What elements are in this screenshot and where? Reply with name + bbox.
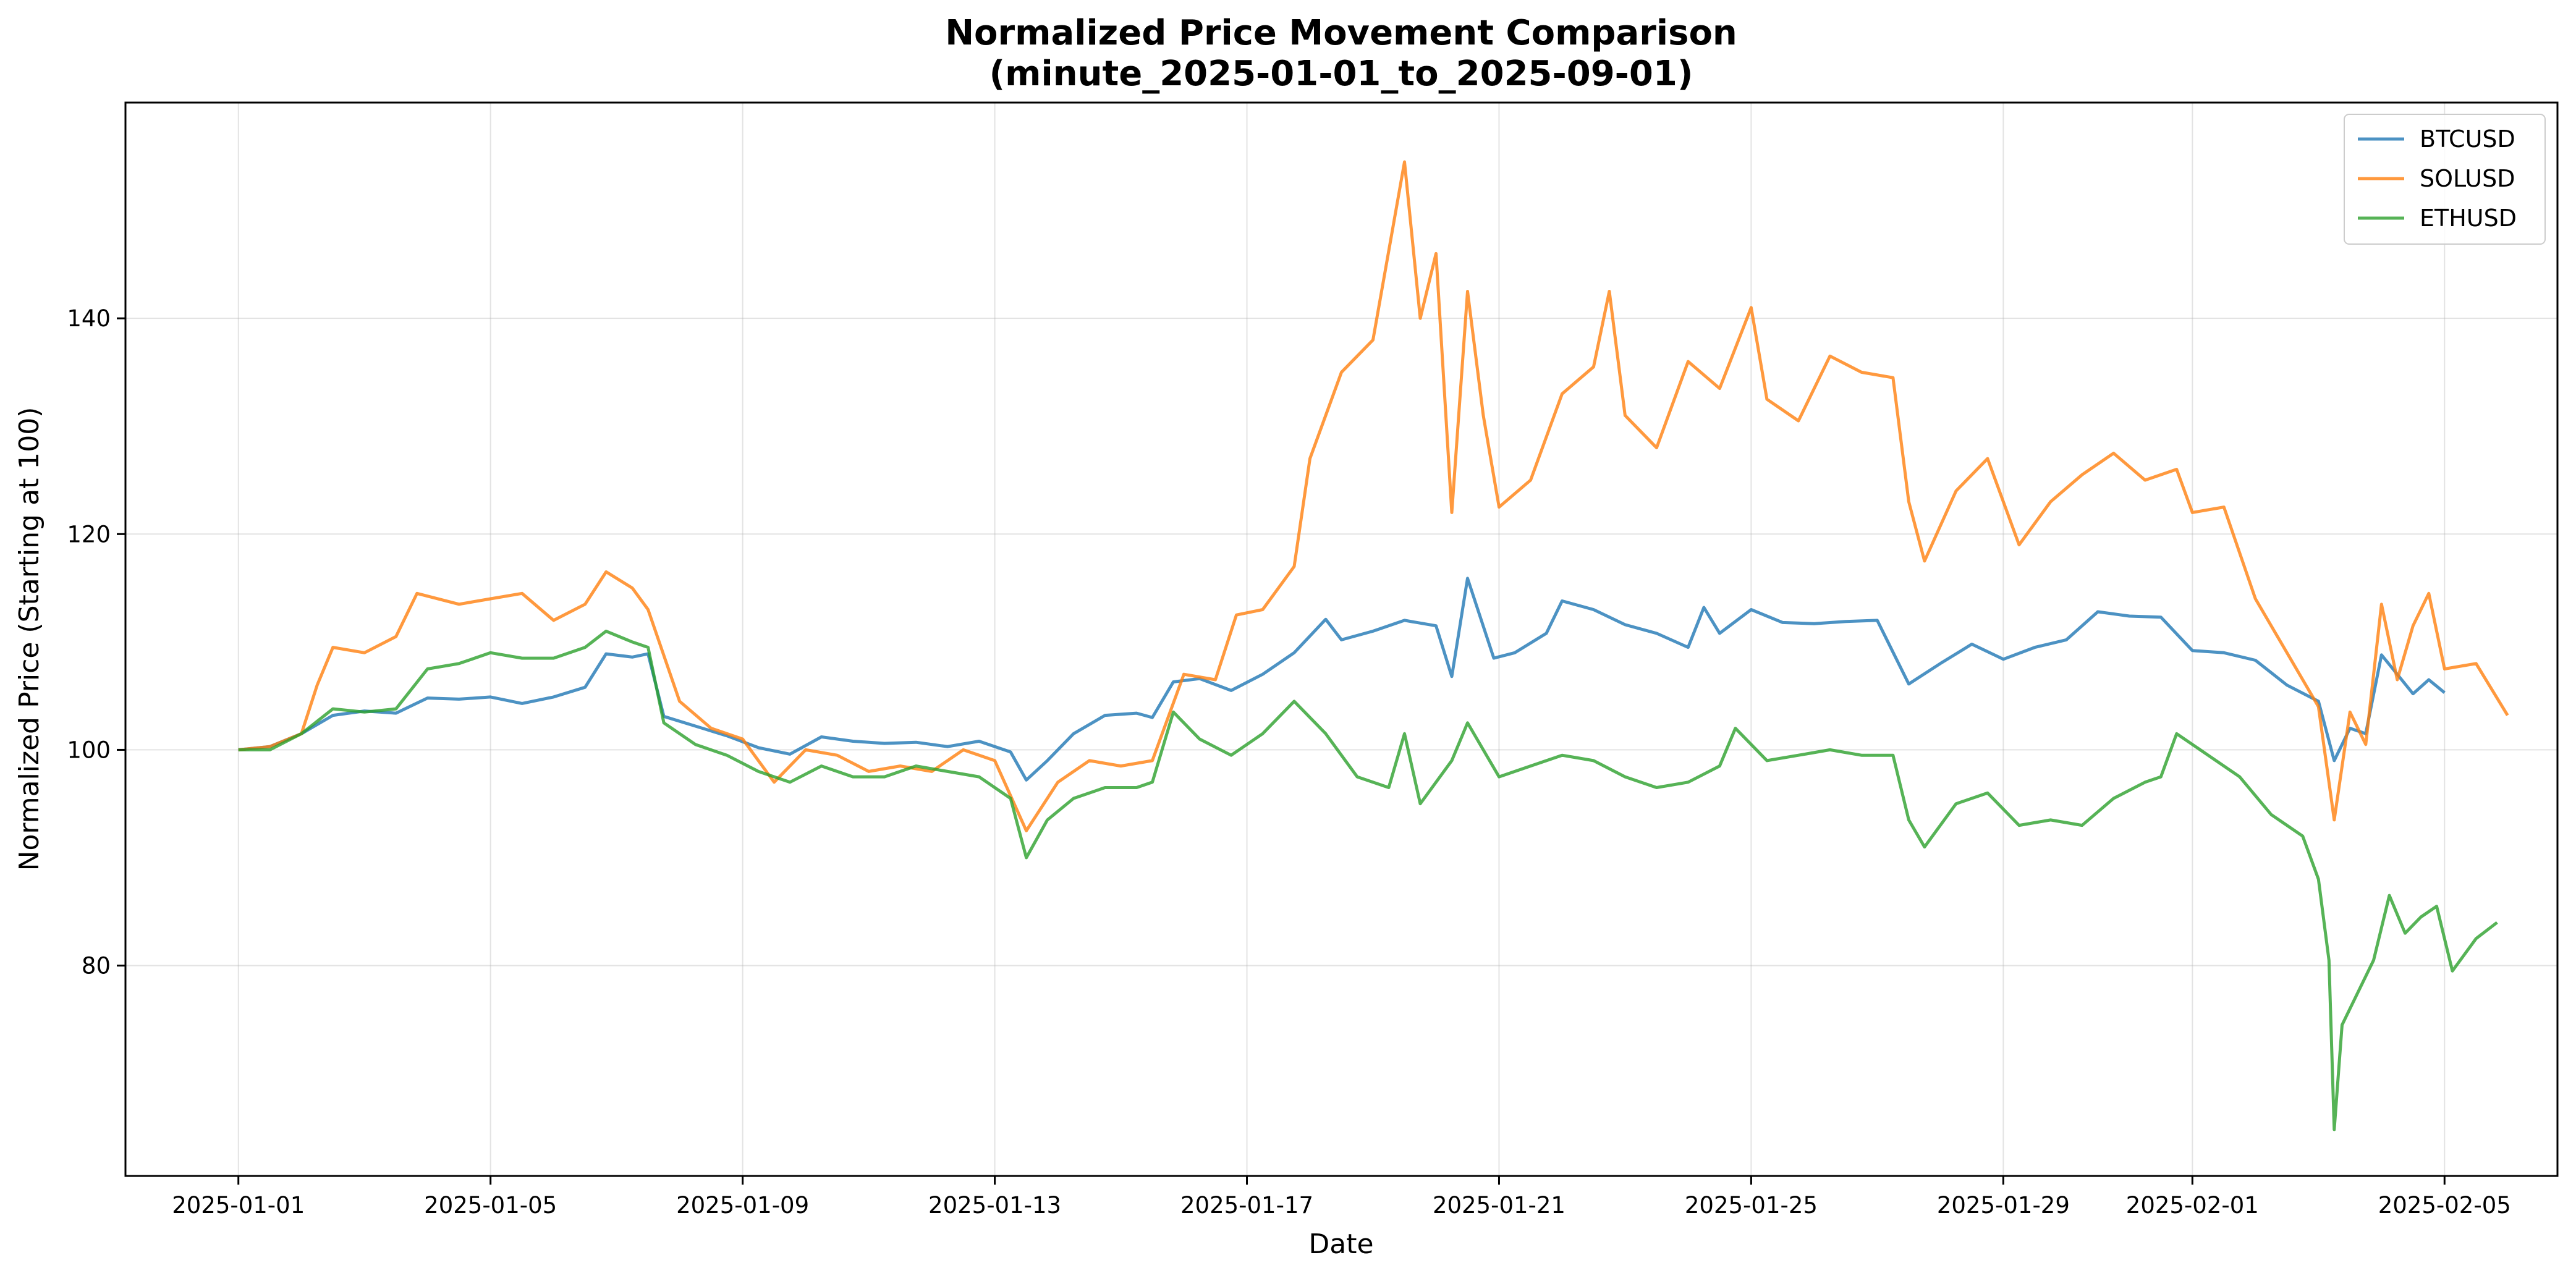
plot-area-frame (124, 101, 2559, 1177)
x-tick-label: 2025-02-05 (2378, 1192, 2511, 1219)
series-line-btcusd (238, 577, 2446, 782)
x-tick-label: 2025-01-21 (1433, 1192, 1566, 1219)
x-tick-label: 2025-01-25 (1685, 1192, 1818, 1219)
x-tick-label: 2025-02-01 (2126, 1192, 2259, 1219)
y-tick-label: 120 (67, 521, 111, 547)
legend-label-btcusd: BTCUSD (2420, 125, 2515, 153)
y-axis-label: Normalized Price (Starting at 100) (14, 407, 45, 871)
legend: BTCUSD SOLUSD ETHUSD (2344, 114, 2546, 245)
x-axis-label: Date (1308, 1228, 1373, 1260)
x-tick-label: 2025-01-29 (1937, 1192, 2070, 1219)
y-tick-label: 80 (82, 953, 111, 979)
legend-label-ethusd: ETHUSD (2420, 205, 2517, 232)
y-tick-label: 140 (67, 305, 111, 332)
series-line-solusd (238, 160, 2509, 832)
x-tick-label: 2025-01-13 (928, 1192, 1061, 1219)
x-tick-label: 2025-01-05 (424, 1192, 557, 1219)
x-tick-label: 2025-01-01 (172, 1192, 305, 1219)
legend-label-solusd: SOLUSD (2420, 165, 2515, 192)
legend-box (2344, 114, 2546, 245)
x-tick-label: 2025-01-17 (1180, 1192, 1313, 1219)
grid-lines (125, 103, 2557, 1176)
series-line-ethusd (238, 629, 2498, 1131)
x-tick-label: 2025-01-09 (676, 1192, 809, 1219)
y-tick-label: 100 (67, 737, 111, 763)
chart-subtitle: (minute_2025-01-01_to_2025-09-01) (989, 54, 1693, 94)
axis-ticks: 2025-01-01 2025-01-05 2025-01-09 2025-01-13… (67, 305, 2510, 1219)
chart-title: Normalized Price Movement Comparison (945, 13, 1737, 53)
plot-series (238, 160, 2509, 1131)
